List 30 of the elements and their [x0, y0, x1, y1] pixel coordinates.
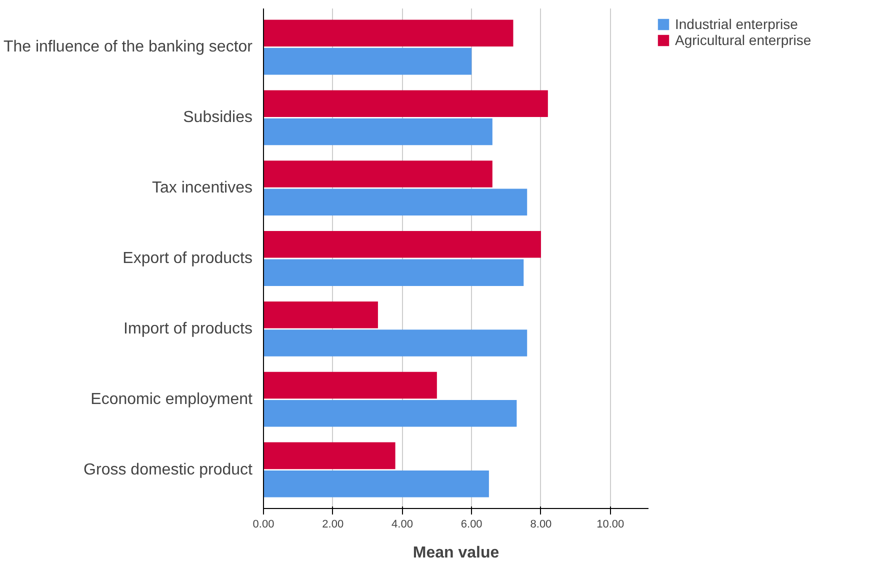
bar: [264, 160, 492, 188]
bar: [264, 470, 489, 498]
x-tick-label: 0.00: [252, 518, 274, 530]
bar: [264, 118, 492, 146]
x-axis-title: Mean value: [412, 544, 500, 562]
bar: [264, 188, 528, 216]
x-tick-label: 4.00: [392, 518, 413, 530]
y-tick-label: Gross domestic product: [84, 461, 254, 478]
y-tick-label: Export of products: [122, 250, 252, 267]
bar: [264, 231, 541, 258]
y-tick-label: Tax incentives: [152, 180, 253, 197]
bar: [264, 301, 378, 328]
bar: [264, 20, 514, 47]
y-tick-label: Subsidies: [183, 109, 252, 126]
legend-label: Agricultural enterprise: [675, 32, 812, 48]
bar: [264, 330, 528, 356]
bar: [264, 259, 524, 286]
legend-label: Industrial enterprise: [675, 16, 798, 32]
y-tick-label: The influence of the banking sector: [3, 38, 254, 56]
y-tick-label: Import of products: [124, 320, 253, 338]
x-tick-label: 10.00: [596, 518, 624, 530]
bar: [264, 442, 396, 470]
bar: [264, 400, 517, 427]
bar: [264, 90, 548, 117]
x-tick-label: 2.00: [322, 518, 344, 530]
bar: [264, 48, 472, 75]
bar: [264, 372, 437, 399]
y-tick-label: Economic employment: [90, 390, 254, 408]
x-tick-label: 8.00: [530, 518, 552, 530]
x-tick-label: 6.00: [460, 518, 482, 530]
